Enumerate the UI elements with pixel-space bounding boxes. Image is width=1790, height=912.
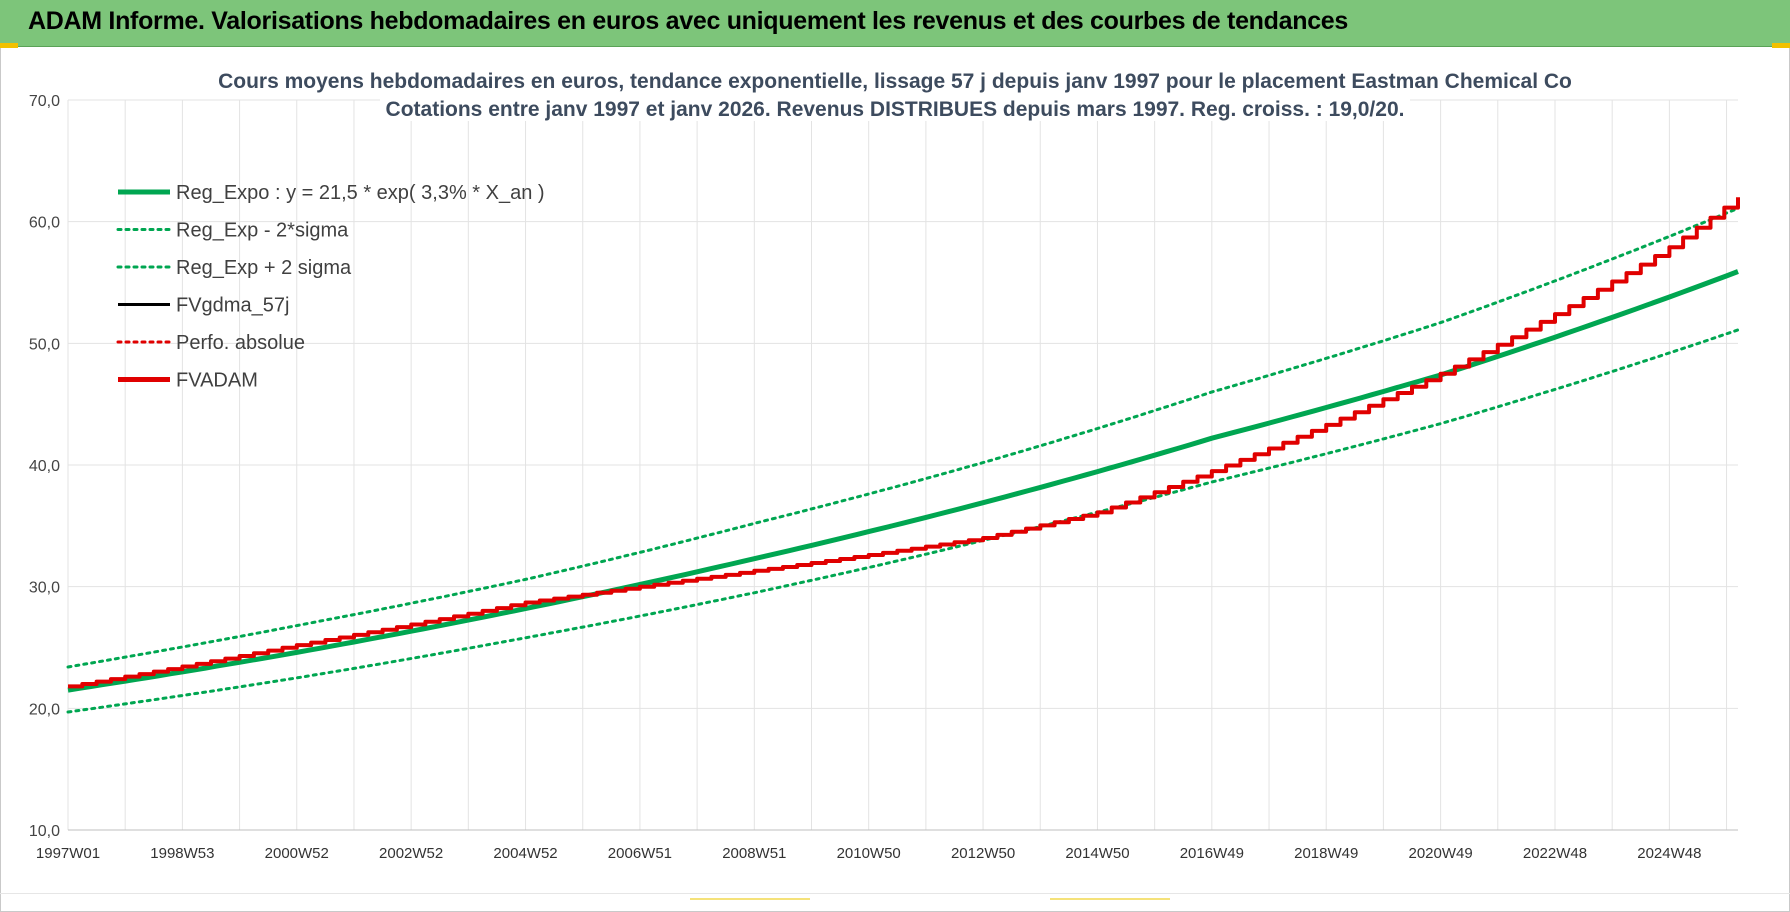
x-tick-label: 2012W50 (951, 845, 1015, 862)
banner: ADAM Informe. Valorisations hebdomadaire… (0, 0, 1790, 47)
series-layer (66, 197, 1740, 714)
x-tick-label: 2004W52 (493, 845, 557, 862)
corner-marker-right (1772, 43, 1790, 48)
y-tick-label: 10,0 (29, 823, 60, 840)
x-tick-label: 2010W50 (837, 845, 901, 862)
legend-label-0: Reg_Expo : y = 21,5 * exp( 3,3% * X_an ) (176, 182, 545, 204)
grid-layer (67, 99, 1738, 831)
x-tick-label: 2014W50 (1065, 845, 1129, 862)
x-tick-label: 2002W52 (379, 845, 443, 862)
scrollbar-mark-right (1050, 898, 1170, 900)
axis-layer: 10,0 20,0 30,0 40,0 50,0 60,0 70,0 1997W01 1998W… (29, 93, 1738, 862)
x-tick-label: 2000W52 (265, 845, 329, 862)
x-tick-label: 2018W49 (1294, 845, 1358, 862)
y-tick-label: 40,0 (29, 458, 60, 475)
chart-title: Cours moyens hebdomadaires en euros, ten… (10, 70, 1780, 94)
legend-layer: Reg_Expo : y = 21,5 * exp( 3,3% * X_an )… (116, 182, 545, 392)
x-tick-label: 1998W53 (150, 845, 214, 862)
legend-label-5: FVADAM (176, 370, 258, 392)
x-tick-label: 1997W01 (36, 845, 100, 862)
series-line-2 (66, 206, 1740, 669)
line-chart: 10,0 20,0 30,0 40,0 50,0 60,0 70,0 1997W01 1998W… (29, 93, 1740, 862)
x-tick-label: 2022W48 (1523, 845, 1587, 862)
y-tick-label: 60,0 (29, 215, 60, 232)
x-tick-label: 2006W51 (608, 845, 672, 862)
series-line-5 (68, 197, 1740, 689)
chart-subtitle: Cotations entre janv 1997 et janv 2026. … (10, 98, 1780, 122)
chart-area: 10,0 20,0 30,0 40,0 50,0 60,0 70,0 1997W01 1998W… (10, 52, 1780, 892)
bottom-divider (0, 893, 1790, 894)
x-tick-label: 2024W48 (1637, 845, 1701, 862)
x-tick-label: 2016W49 (1180, 845, 1244, 862)
series-line-1 (66, 328, 1740, 714)
corner-marker-left (0, 43, 18, 48)
y-tick-label: 70,0 (29, 93, 60, 110)
banner-title: ADAM Informe. Valorisations hebdomadaire… (28, 7, 1349, 35)
legend-label-4: Perfo. absolue (176, 332, 305, 354)
y-tick-label: 20,0 (29, 701, 60, 718)
legend-label-3: FVgdma_57j (176, 295, 289, 317)
y-tick-label: 50,0 (29, 336, 60, 353)
x-tick-label: 2020W49 (1408, 845, 1472, 862)
legend-label-1: Reg_Exp - 2*sigma (176, 220, 349, 242)
scrollbar-mark-left (690, 898, 810, 900)
x-tick-label: 2008W51 (722, 845, 786, 862)
legend-label-2: Reg_Exp + 2 sigma (176, 257, 352, 279)
series-line-0 (67, 269, 1739, 693)
y-tick-label: 30,0 (29, 580, 60, 597)
